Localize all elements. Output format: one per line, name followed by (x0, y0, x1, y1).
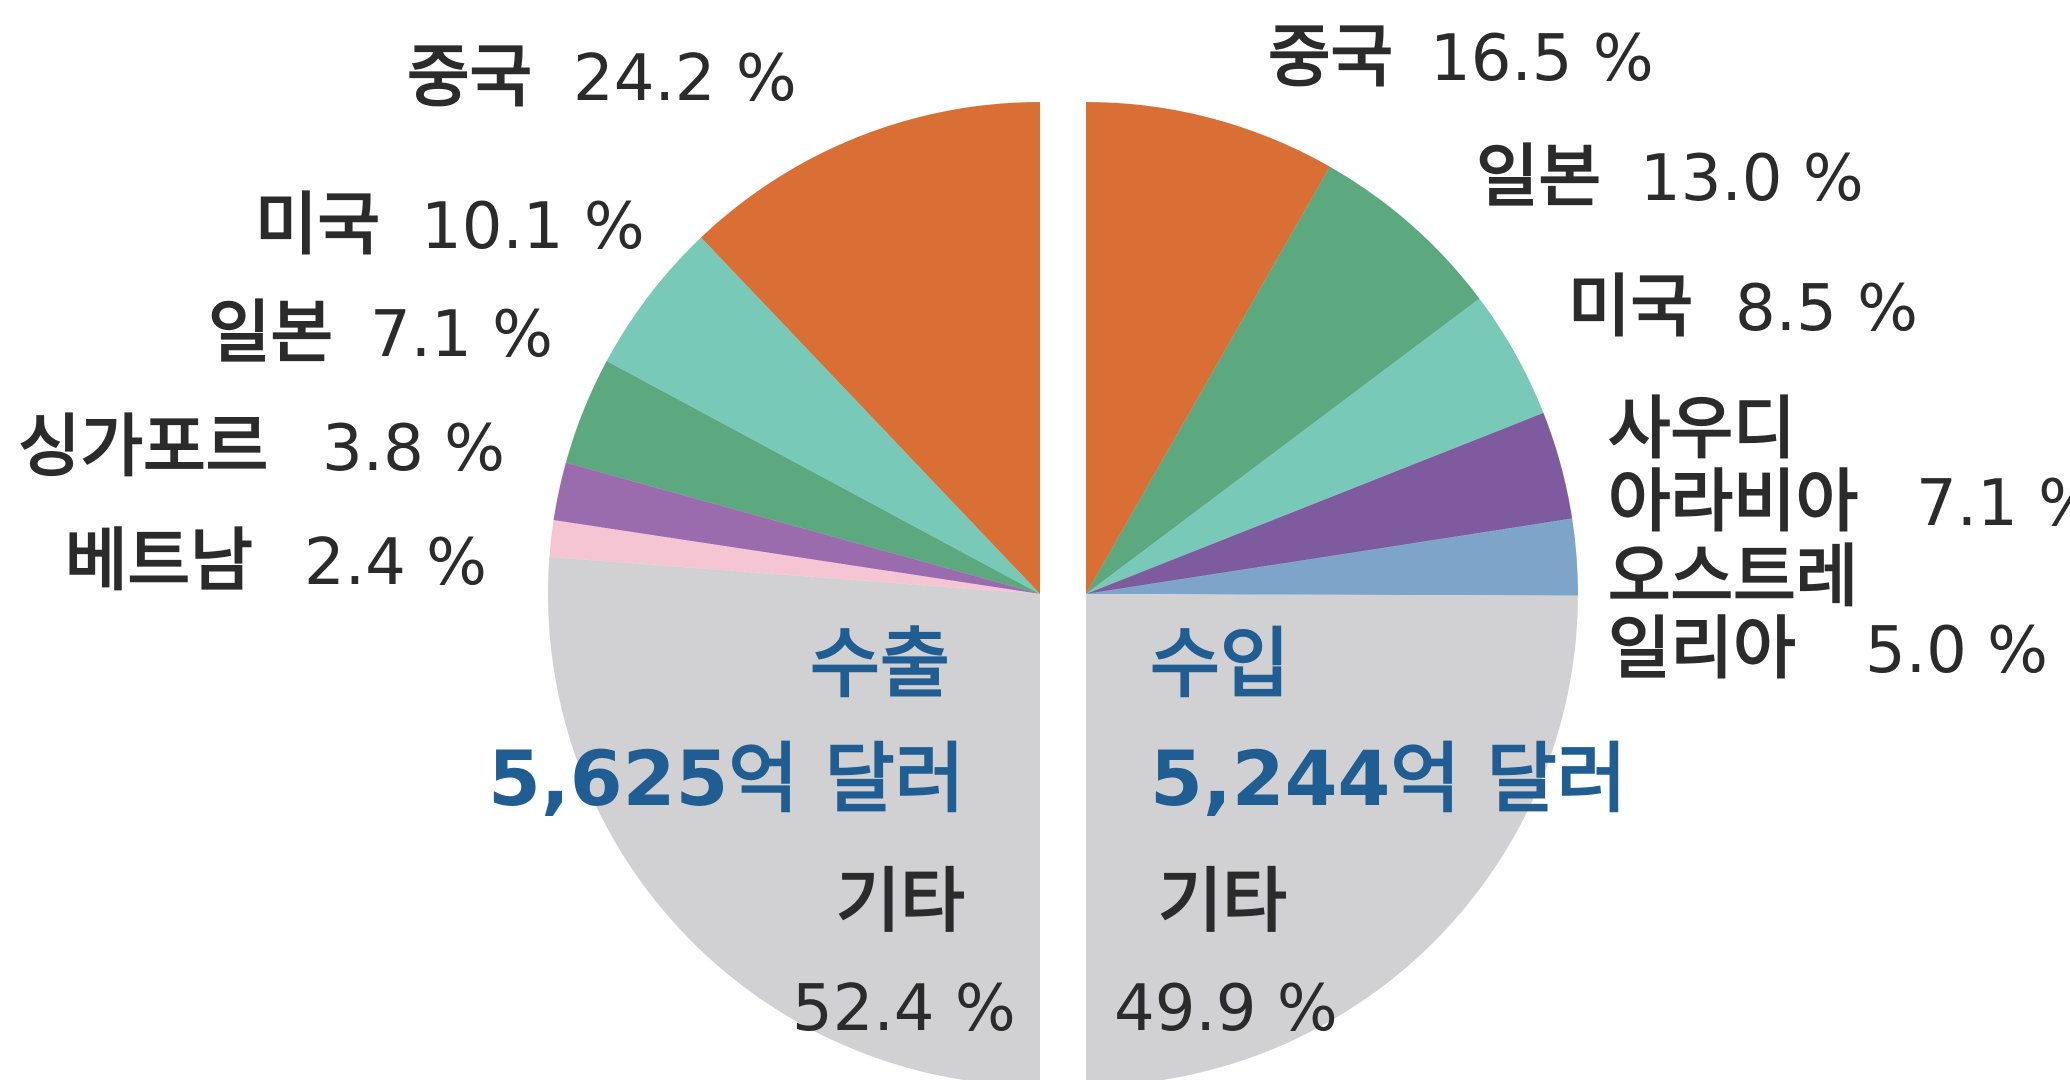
export-center-title: 수출 (810, 619, 950, 708)
export-pct-singapore: 3.8 % (322, 412, 505, 486)
import-label-australia-line1: 오스트레 (1608, 538, 1858, 617)
export-slice-3 (553, 462, 1040, 594)
import-center-title: 수입 (1150, 619, 1290, 708)
export-pct-usa: 10.1 % (421, 190, 645, 264)
export-label-china: 중국 (407, 38, 532, 117)
import-center-total: 5,244억 달러 (1150, 734, 1627, 823)
import-label-usa: 미국 (1568, 268, 1693, 347)
export-pie (548, 102, 1040, 1080)
export-slice-5 (548, 556, 1040, 1080)
export-pct-japan: 7.1 % (370, 298, 553, 372)
export-slice-1 (606, 237, 1040, 595)
import-slice-0 (1086, 102, 1330, 594)
import-pie (1086, 102, 1578, 1080)
export-label-vietnam: 베트남 (65, 522, 253, 601)
import-slice-5 (1086, 594, 1578, 1080)
export-pct-vietnam: 2.4 % (304, 526, 487, 600)
import-pct-other: 49.9 % (1114, 972, 1338, 1046)
export-slice-4 (549, 520, 1040, 594)
import-pct-saudi: 7.1 % (1916, 467, 2070, 541)
import-pct-australia: 5.0 % (1865, 614, 2048, 688)
import-slice-2 (1086, 298, 1544, 594)
export-slice-2 (565, 361, 1040, 594)
import-label-australia-line2: 일리아 (1608, 610, 1796, 689)
import-pct-japan: 13.0 % (1640, 142, 1864, 216)
export-pct-china: 24.2 % (573, 42, 797, 116)
import-pct-china: 16.5 % (1430, 22, 1654, 96)
import-label-saudi-line2: 아라비아 (1608, 463, 1858, 542)
import-slice-3 (1086, 412, 1573, 594)
export-slice-0 (700, 102, 1040, 594)
export-label-japan: 일본 (208, 294, 333, 373)
import-slice-1 (1086, 166, 1480, 594)
import-label-saudi-line1: 사우디 (1608, 390, 1796, 469)
export-pct-other: 52.4 % (792, 972, 1016, 1046)
export-center-total: 5,625억 달러 (488, 734, 965, 823)
import-label-japan: 일본 (1476, 138, 1601, 217)
import-slice-4 (1086, 518, 1578, 596)
import-label-china: 중국 (1268, 18, 1393, 97)
export-label-usa: 미국 (255, 186, 380, 265)
import-label-other: 기타 (1158, 860, 1287, 942)
export-label-singapore: 싱가포르 (18, 408, 268, 487)
export-label-other: 기타 (836, 860, 965, 942)
import-pct-usa: 8.5 % (1735, 272, 1918, 346)
